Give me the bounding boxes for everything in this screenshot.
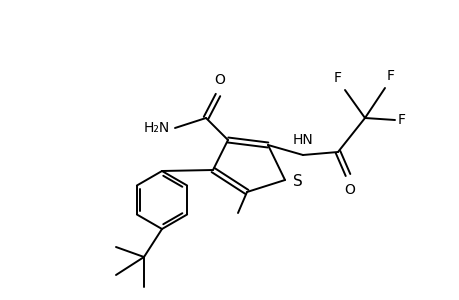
Text: F: F [397, 113, 405, 127]
Text: HN: HN [292, 133, 313, 147]
Text: F: F [333, 71, 341, 85]
Text: H₂N: H₂N [143, 121, 170, 135]
Text: O: O [214, 73, 225, 87]
Text: S: S [292, 175, 302, 190]
Text: O: O [344, 183, 355, 197]
Text: F: F [386, 69, 394, 83]
